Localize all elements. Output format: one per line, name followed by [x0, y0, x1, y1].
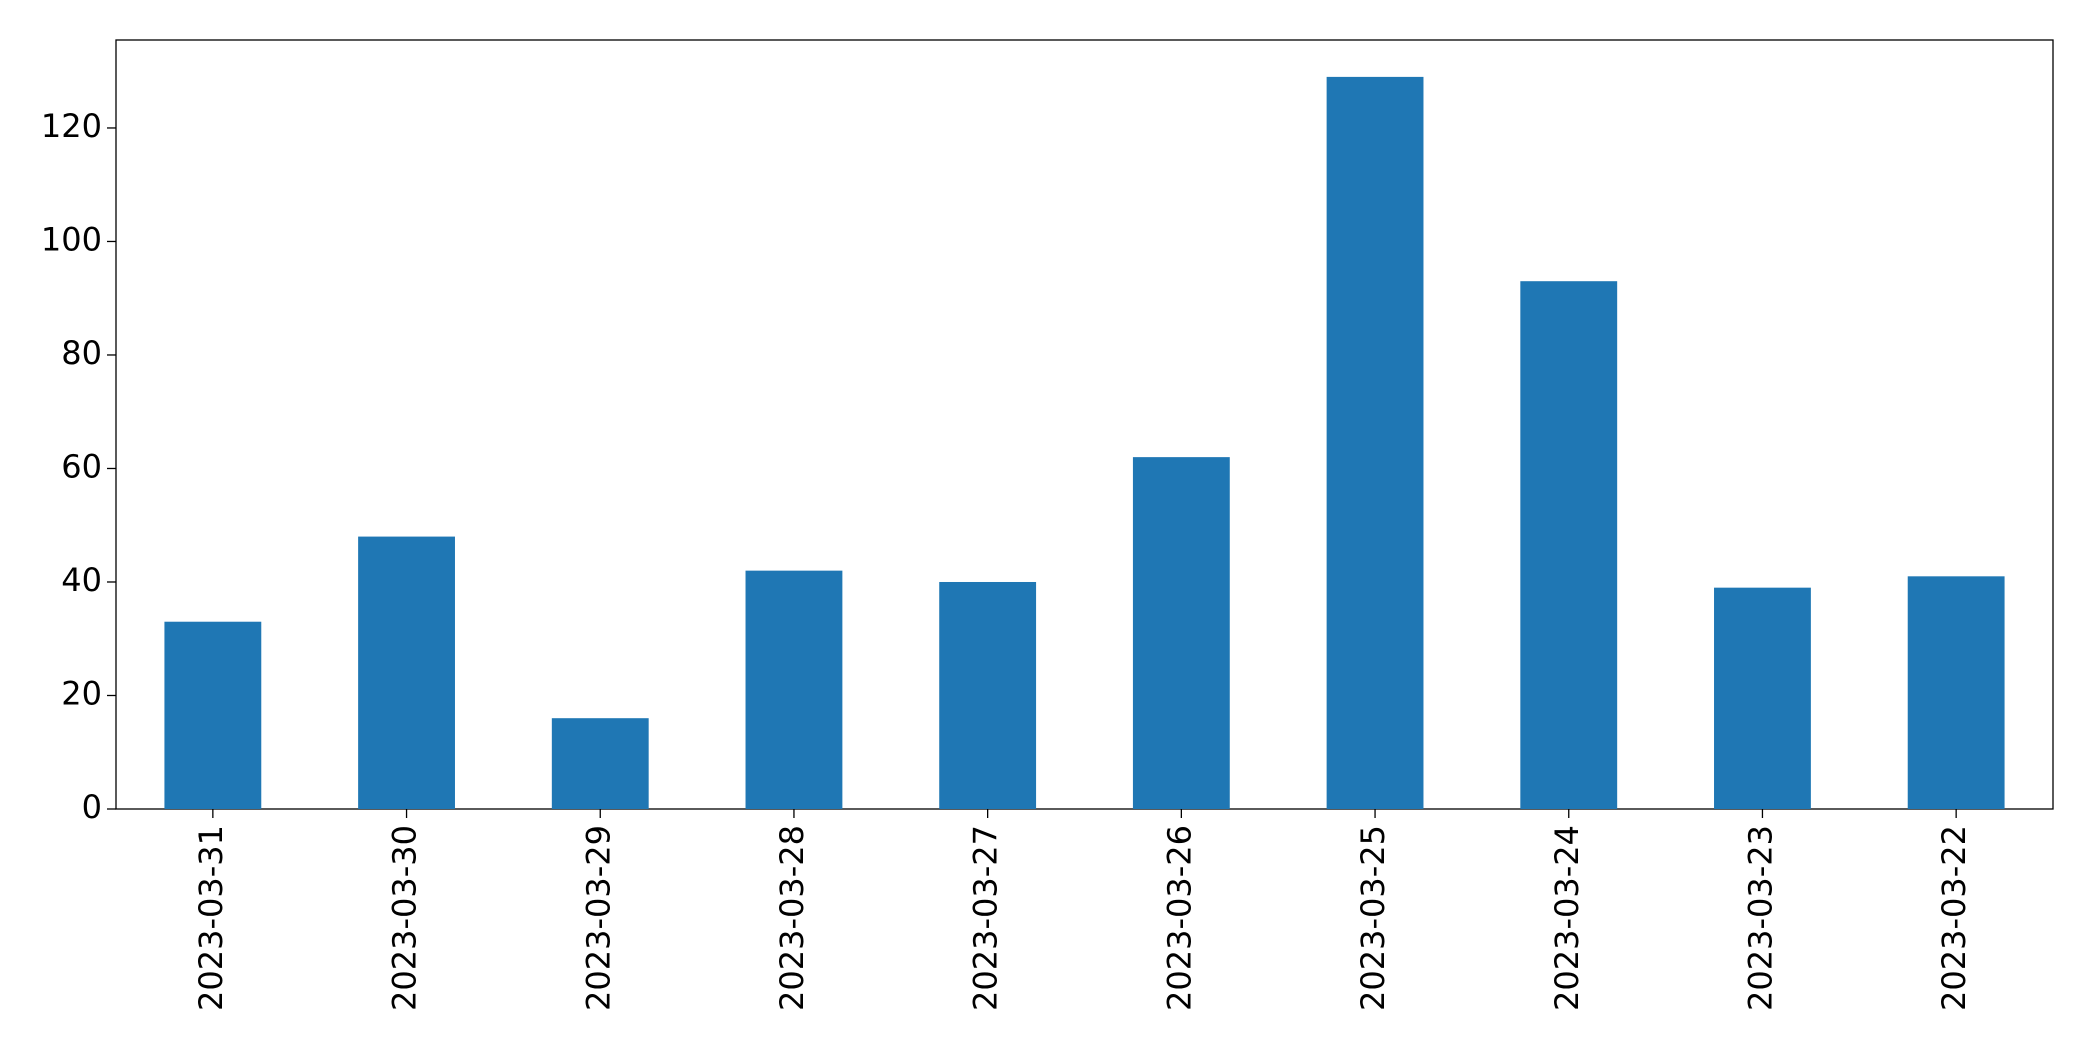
x-tick-label: 2023-03-26: [1160, 825, 1198, 1011]
bar: [164, 621, 262, 809]
bar: [358, 536, 455, 809]
y-tick-label: 80: [61, 334, 102, 372]
bar: [1132, 457, 1230, 809]
x-tick-label: 2023-03-31: [192, 825, 230, 1011]
y-tick-label: 0: [82, 788, 102, 826]
y-tick-label: 100: [41, 220, 102, 258]
x-tick-label: 2023-03-22: [1935, 825, 1973, 1011]
y-tick-label: 120: [41, 107, 102, 145]
y-tick-label: 40: [61, 561, 102, 599]
x-tick-label: 2023-03-24: [1548, 825, 1586, 1011]
bar: [939, 581, 1037, 809]
x-tick-label: 2023-03-30: [386, 825, 424, 1011]
x-tick-label: 2023-03-27: [967, 825, 1005, 1011]
x-tick-label: 2023-03-25: [1354, 825, 1392, 1011]
bar: [1907, 576, 2005, 809]
x-tick-label: 2023-03-23: [1741, 825, 1779, 1011]
bar: [1714, 587, 1811, 809]
bar: [551, 718, 649, 809]
y-tick-label: 20: [61, 674, 102, 712]
bar: [745, 570, 843, 809]
bar: [1520, 281, 1618, 810]
bar: [1326, 76, 1424, 810]
y-tick-label: 60: [61, 447, 102, 485]
x-tick-label: 2023-03-29: [579, 825, 617, 1011]
axes-frame: [115, 39, 2054, 810]
x-tick-label: 2023-03-28: [773, 825, 811, 1011]
